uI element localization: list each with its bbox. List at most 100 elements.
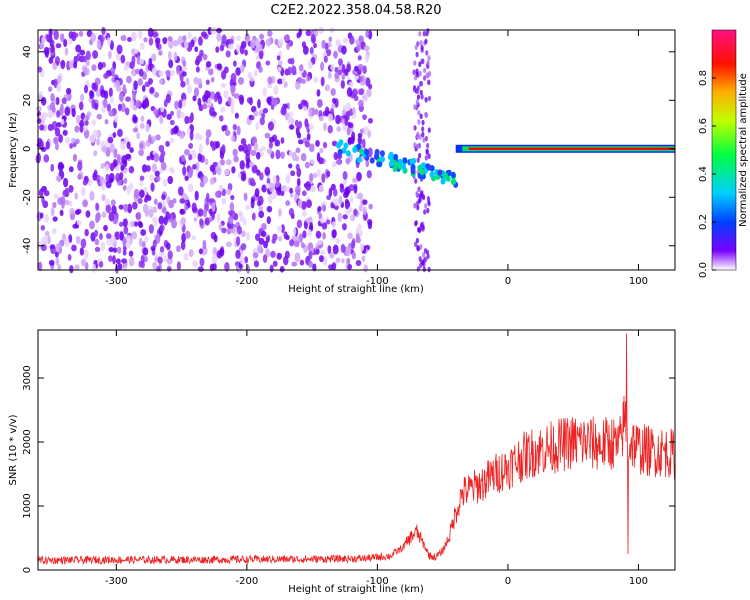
spectrogram-dot xyxy=(426,253,430,260)
spectrogram-dot xyxy=(414,220,418,226)
spectrogram-dot xyxy=(167,36,173,42)
spectrogram-dot xyxy=(92,119,96,126)
spectrogram-dot xyxy=(280,137,285,144)
ridge-blob xyxy=(426,164,432,171)
spectrogram-dot xyxy=(253,69,258,77)
spectrogram-dot xyxy=(258,43,263,52)
spectrogram-dot xyxy=(322,232,327,240)
spectrogram-dot xyxy=(182,60,187,67)
spectrogram-dot xyxy=(363,45,370,52)
spectrogram-dot xyxy=(361,255,366,263)
spectrogram-dot xyxy=(294,119,299,127)
spectrogram-dot xyxy=(308,143,315,153)
spectrogram-dot xyxy=(192,260,198,268)
spectrogram-dot xyxy=(137,220,143,227)
spectrogram-dot xyxy=(200,31,207,38)
spectrogram-dot xyxy=(129,99,135,110)
spectrogram-dot xyxy=(274,139,281,147)
ridge-blob xyxy=(356,156,362,164)
spectrogram-dot xyxy=(197,97,202,107)
spectrogram-dot xyxy=(179,132,185,140)
spectrogram-dot xyxy=(211,111,217,117)
spectrogram-dot xyxy=(299,259,305,266)
spectrogram-dot xyxy=(236,225,243,235)
spectrogram-dot xyxy=(131,231,138,240)
spectrogram-dot xyxy=(317,205,322,212)
spectrogram-dot xyxy=(48,86,53,92)
spectrogram-dot xyxy=(290,65,297,76)
spectrogram-dot xyxy=(160,150,166,157)
spectrogram-dot xyxy=(272,175,277,185)
spectrogram-dot xyxy=(253,260,260,268)
spectrogram-dot xyxy=(304,140,310,148)
spectrogram-dot xyxy=(415,237,419,244)
spectrogram-dot xyxy=(126,234,131,245)
spectrogram-dot xyxy=(239,160,245,170)
spectrogram-dot xyxy=(80,258,87,267)
spectrogram-dot xyxy=(145,165,151,172)
spectrogram-dot xyxy=(423,75,427,81)
spectrogram-dot xyxy=(270,104,275,110)
spectrogram-dot xyxy=(416,245,420,252)
spectrogram-noise xyxy=(35,26,432,274)
spectrogram-dot xyxy=(57,264,62,271)
spectrogram-dot xyxy=(176,108,182,119)
spectrogram-dot xyxy=(114,79,120,88)
spectrogram-dot xyxy=(331,140,338,147)
spectrogram-dot xyxy=(62,129,68,136)
spectrogram-dot xyxy=(191,202,197,213)
spectrogram-dot xyxy=(272,260,278,267)
spectrogram-dot xyxy=(94,102,99,111)
spectrogram-dot xyxy=(90,32,97,43)
spectrogram-dot xyxy=(327,71,332,79)
spectrogram-dot xyxy=(163,99,168,108)
spectrogram-dot xyxy=(130,31,137,41)
spectrogram-dot xyxy=(55,96,60,106)
spectrogram-dot xyxy=(340,79,345,89)
spectrogram-dot xyxy=(118,221,124,227)
spectrogram-dot xyxy=(346,257,351,265)
spectrogram-dot xyxy=(235,43,241,53)
spectrogram-dot xyxy=(308,250,313,260)
spectrogram-dot xyxy=(113,247,118,253)
spectrogram-dot xyxy=(413,104,417,110)
spectrogram-dot xyxy=(59,196,66,205)
spectrogram-dot xyxy=(231,166,236,174)
spectrogram-dot xyxy=(132,91,136,101)
spectrogram-dot xyxy=(54,127,61,137)
x-tick-label: 0 xyxy=(505,576,511,587)
spectrogram-dot xyxy=(262,107,268,114)
spectrogram-dot xyxy=(421,58,425,65)
spectrogram-dot xyxy=(235,67,241,76)
spectrogram-dot xyxy=(233,213,239,221)
spectrogram-dot xyxy=(348,122,354,129)
spectrogram-dot xyxy=(307,61,313,70)
spectrogram-dot xyxy=(105,180,112,189)
spectrogram-dot xyxy=(250,181,257,187)
y-tick-label: 1000 xyxy=(22,493,33,518)
spectrogram-dot xyxy=(216,32,222,42)
spectrogram-dot xyxy=(139,42,145,50)
spectrogram-dot xyxy=(177,186,184,196)
spectrogram-dot xyxy=(59,209,64,217)
spectrogram-dot xyxy=(188,142,194,150)
spectrogram-dot xyxy=(165,140,170,147)
x-tick-label: -300 xyxy=(105,576,128,587)
spectrogram-dot xyxy=(341,109,347,116)
spectrogram-dot xyxy=(161,161,167,171)
spectrogram-dot xyxy=(268,141,273,149)
spectrogram-dot xyxy=(348,184,355,192)
spectrogram-dot xyxy=(129,182,134,190)
spectrogram-dot xyxy=(211,143,216,152)
spectrogram-dot xyxy=(168,39,174,49)
spectrogram-dot xyxy=(259,172,264,181)
spectrogram-dot xyxy=(258,237,265,245)
spectrogram-dot xyxy=(352,88,358,97)
spectrogram-dot xyxy=(413,202,417,209)
spectrogram-dot xyxy=(123,225,129,235)
spectrogram-dot xyxy=(197,208,204,217)
spectrogram-dot xyxy=(86,111,92,117)
spectrogram-dot xyxy=(270,250,276,258)
spectrogram-dot xyxy=(170,110,174,116)
